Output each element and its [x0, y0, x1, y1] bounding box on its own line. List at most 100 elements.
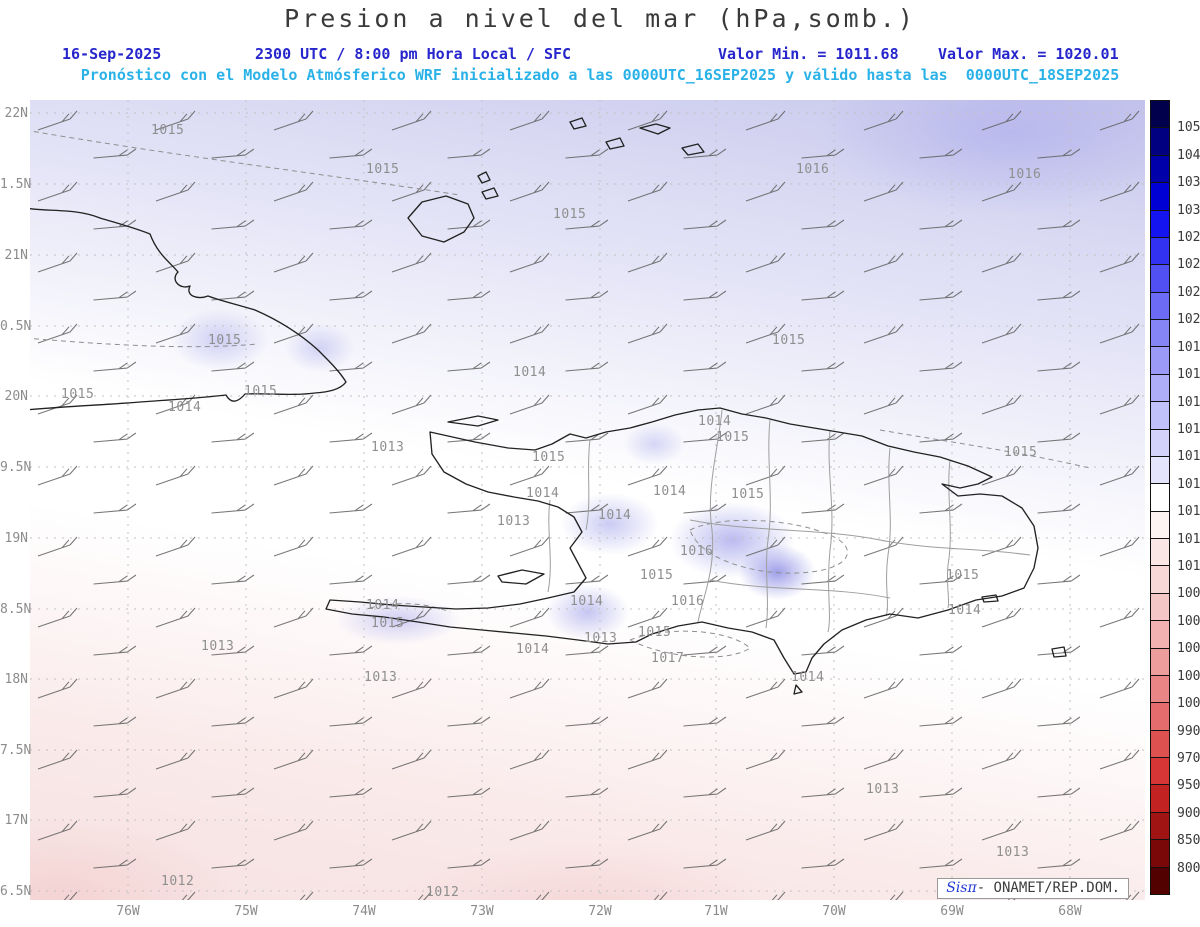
isobar-label: 1016: [1008, 167, 1042, 182]
colorbar-tick-label: 970: [1177, 750, 1200, 766]
isobar-label: 1015: [640, 568, 674, 583]
colorbar-cell: [1151, 265, 1169, 293]
colorbar-tick-label: 1030: [1177, 202, 1200, 218]
colorbar-cell: [1151, 155, 1169, 184]
isobar-label: 1014: [570, 594, 604, 609]
colorbar-cell: [1151, 648, 1169, 676]
map-plot-area: 1015 1015 1016 1016 1015 1015 1015 1015 1014 1015…: [30, 100, 1145, 900]
colorbar-tick-label: 1014: [1177, 476, 1200, 492]
bahamas-cay-3: [639, 123, 671, 135]
colorbar-cell: [1151, 566, 1169, 594]
isobar-label: 1014: [513, 365, 547, 380]
isobar-label: 1014: [791, 670, 825, 685]
watermark-box: Sisπ- ONAMET/REP.DOM.: [937, 878, 1129, 899]
isobar-label: 1015: [244, 384, 278, 399]
lat-tick-label: 8.5N: [0, 602, 32, 617]
lon-tick-label: 75W: [234, 904, 258, 919]
colorbar-cell: [1151, 183, 1169, 211]
isobar-label: 1012: [426, 885, 460, 900]
isobar-label: 1014: [168, 400, 202, 415]
isobar-label: 1013: [201, 639, 235, 654]
isobar-label: 1012: [161, 874, 195, 889]
colorbar-cell: [1151, 675, 1169, 704]
isobar-label: 1014: [366, 598, 400, 613]
lon-tick-label: 72W: [588, 904, 612, 919]
lat-tick-label: 22N: [4, 106, 28, 121]
colorbar-cell: [1151, 867, 1169, 894]
little-inagua-island: [481, 187, 499, 200]
isobar-label: 1014: [598, 508, 632, 523]
great-inagua-island: [407, 195, 475, 243]
bahamas-cay-2: [605, 137, 625, 150]
isobar-label: 1013: [866, 782, 900, 797]
colorbar-tick-label: 1000: [1177, 696, 1200, 712]
hispaniola-coastline: [325, 407, 1039, 675]
colorbar-cell: [1151, 730, 1169, 758]
colorbar-tick-label: 1020: [1177, 312, 1200, 328]
saona-island: [981, 594, 999, 603]
colorbar-cell: [1151, 402, 1169, 430]
isobar-label: 1014: [948, 603, 982, 618]
isobar-label: 1016: [796, 162, 830, 177]
lat-tick-label: 1.5N: [0, 177, 32, 192]
isobar-label: 1015: [532, 450, 566, 465]
colorbar-cell: [1151, 484, 1169, 512]
isobar-contours: [30, 130, 1091, 658]
lat-tick-label: 19N: [4, 531, 28, 546]
isobar-label: 1015: [151, 123, 185, 138]
lon-tick-label: 74W: [352, 904, 376, 919]
isobar-label: 1013: [497, 514, 531, 529]
turks-caicos-cay: [681, 143, 705, 156]
colorbar-tick-label: 1004: [1177, 641, 1200, 657]
max-value-label: Valor Max. = 1020.01: [938, 45, 1119, 63]
colorbar-tick-label: 1040: [1177, 147, 1200, 163]
colorbar-cell: [1151, 101, 1169, 129]
colorbar-tick-label: 1028: [1177, 230, 1200, 246]
colorbar-tick-label: 990: [1177, 723, 1200, 739]
colorbar-cell: [1151, 758, 1169, 786]
isobar-label: 1014: [526, 486, 560, 501]
colorbar-cell: [1151, 374, 1169, 403]
page-title: Presion a nivel del mar (hPa,somb.): [284, 4, 916, 33]
isobar-label: 1014: [653, 484, 687, 499]
colorbar-cell: [1151, 511, 1169, 539]
colorbar-tick-label: 1035: [1177, 175, 1200, 191]
beata-island: [793, 684, 803, 695]
min-value-label: Valor Min. = 1011.68: [718, 45, 899, 63]
colorbar-tick-label: 850: [1177, 833, 1200, 849]
isobar-label: 1015: [61, 387, 95, 402]
colorbar-tick-label: 1050: [1177, 120, 1200, 136]
isobar-label: 1015: [208, 333, 242, 348]
isobar-label: 1016: [680, 544, 714, 559]
isobar-label: 1014: [516, 642, 550, 657]
lon-tick-label: 69W: [940, 904, 964, 919]
colorbar-cell: [1151, 703, 1169, 731]
wind-barbs-layer: [30, 100, 1145, 900]
isobar-label: 1017: [651, 651, 685, 666]
colorbar-tick-label: 1016: [1177, 421, 1200, 437]
colorbar-tick-label: 1008: [1177, 586, 1200, 602]
isobar-label: 1013: [996, 845, 1030, 860]
colorbar-tick-label: 950: [1177, 778, 1200, 794]
isobar-label: 1015: [371, 616, 405, 631]
colorbar-cell: [1151, 785, 1169, 813]
colorbar-tick-label: 900: [1177, 805, 1200, 821]
lon-tick-label: 71W: [704, 904, 728, 919]
isobar-label: 1016: [671, 594, 705, 609]
isobar-label: 1015: [731, 487, 765, 502]
mona-island: [1051, 646, 1067, 658]
model-info-line: Pronóstico con el Modelo Atmósferico WRF…: [80, 66, 1120, 84]
lat-tick-label: 0.5N: [0, 319, 32, 334]
colorbar-tick-label: 1010: [1177, 559, 1200, 575]
isobar-label: 1013: [371, 440, 405, 455]
colorbar-tick-label: 1022: [1177, 284, 1200, 300]
map-graphics: [30, 100, 1145, 900]
isobar-label: 1015: [1004, 445, 1038, 460]
colorbar-cell: [1151, 812, 1169, 841]
gonave-island: [497, 569, 545, 585]
isobar-label: 1015: [772, 333, 806, 348]
colorbar-cell: [1151, 347, 1169, 375]
isobar-label: 1015: [638, 625, 672, 640]
lat-tick-label: 21N: [4, 248, 28, 263]
